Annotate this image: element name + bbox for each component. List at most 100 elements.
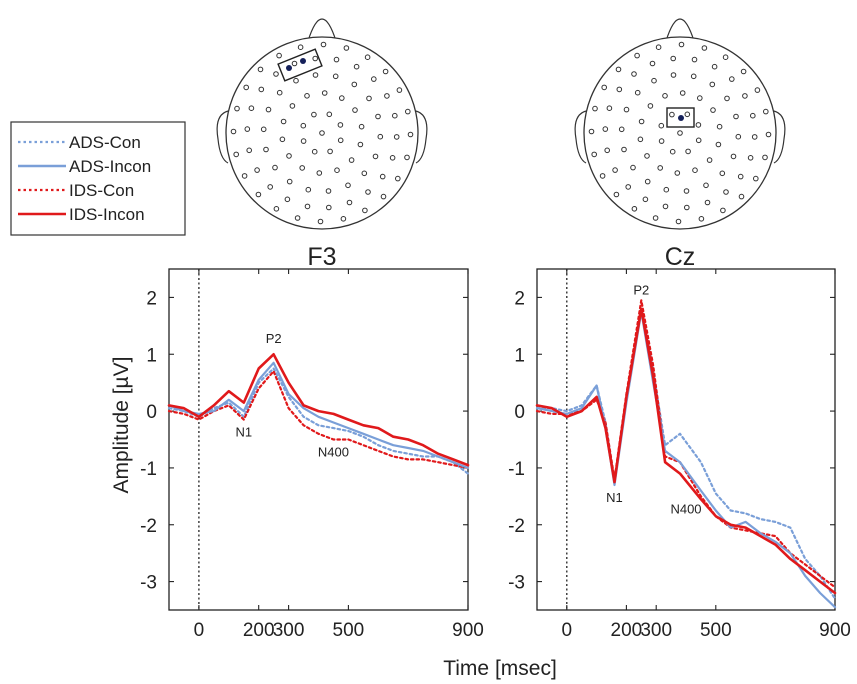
electrode-marker (351, 81, 358, 88)
electrode-marker (716, 123, 723, 130)
electrode-marker (340, 216, 347, 222)
x-tick-label: 500 (700, 620, 732, 641)
electrode-marker (396, 87, 403, 93)
electrode-marker (325, 188, 332, 194)
series-line-ids-incon (167, 352, 470, 467)
electrode-marker (669, 111, 675, 118)
electrode-marker (711, 63, 718, 70)
electrode-marker (366, 95, 372, 102)
electrode-marker (365, 189, 371, 195)
electrode-marker (361, 170, 368, 177)
series-line-ids-incon (535, 307, 837, 595)
electrode-marker (284, 196, 291, 203)
electrode-marker (724, 95, 730, 102)
electrode-marker (730, 153, 737, 160)
electrode-marker (691, 56, 698, 63)
electrode-marker (637, 136, 644, 143)
electrode-marker (662, 203, 669, 210)
electrode-marker (343, 45, 350, 51)
electrode-marker (312, 72, 319, 78)
electrode-marker (333, 56, 340, 63)
electrode-marker (613, 191, 620, 198)
electrode-marker (592, 105, 598, 112)
y-tick-label: -3 (508, 573, 525, 594)
selected-electrode (678, 115, 684, 121)
x-tick-label: 900 (819, 620, 851, 641)
panel-title-f3: F3 (307, 243, 336, 271)
electrode-marker (675, 218, 682, 225)
electrode-marker (327, 148, 333, 155)
electrode-marker (652, 215, 659, 221)
electrode-marker (230, 128, 237, 135)
electrode-marker (697, 95, 703, 101)
component-label-n400: N400 (670, 501, 701, 516)
y-tick-label: 0 (146, 402, 157, 423)
y-tick-label: 2 (514, 288, 525, 309)
electrode-marker (334, 167, 340, 173)
electrode-marker (618, 126, 625, 133)
electrode-marker (320, 41, 327, 48)
legend-label: IDS-Con (69, 181, 134, 200)
electrode-marker (615, 66, 622, 73)
electrode-marker (304, 203, 311, 210)
electrode-marker (655, 44, 662, 51)
electrode-marker (720, 207, 726, 214)
electrode-marker (679, 90, 686, 96)
component-label-p2: P2 (266, 331, 282, 346)
electrode-marker (248, 105, 255, 111)
electrode-marker (742, 93, 748, 99)
legend-label: IDS-Incon (69, 205, 145, 224)
electrode-marker (384, 93, 390, 99)
electrode-marker (263, 146, 269, 153)
electrode-marker (364, 54, 371, 61)
electrode-marker (326, 204, 332, 211)
electrode-marker (276, 52, 282, 59)
x-tick-label: 0 (562, 620, 573, 641)
electrode-marker (289, 103, 296, 109)
electrode-marker (719, 170, 726, 177)
electrode-marker (695, 122, 702, 128)
x-axis-label: Time [msec] (443, 657, 557, 680)
series-line-ads-incon (535, 310, 837, 609)
electrode-marker (372, 153, 379, 160)
electrode-marker (685, 148, 691, 155)
electrode-marker (674, 170, 681, 176)
electrode-marker (339, 95, 345, 101)
electrode-marker (698, 216, 705, 222)
right-ear-outline (773, 110, 786, 164)
electrode-marker (606, 105, 613, 111)
legend-label: ADS-Con (69, 133, 141, 152)
y-tick-label: 0 (514, 402, 525, 423)
x-tick-label: 200 (243, 620, 275, 641)
electrode-marker (304, 93, 310, 99)
electrode-selection-box (277, 48, 323, 82)
electrode-marker (738, 193, 745, 200)
electrode-marker (747, 155, 754, 161)
electrode-marker (763, 108, 769, 115)
electrode-marker (670, 72, 677, 78)
electrode-marker (642, 196, 649, 203)
x-tick-label: 300 (273, 620, 305, 641)
electrode-marker (729, 76, 735, 82)
y-tick-label: -2 (140, 516, 157, 537)
electrode-marker (276, 89, 283, 96)
panel-title-cz: Cz (665, 243, 696, 271)
electrode-selection-box (666, 107, 695, 128)
electrode-marker (375, 113, 381, 120)
nose-outline (665, 18, 695, 42)
right-ear-outline (415, 110, 428, 164)
y-tick-label: -1 (140, 459, 157, 480)
electrode-marker (740, 68, 747, 75)
electrode-marker (255, 191, 262, 198)
electrode-marker (233, 151, 239, 158)
y-axis-label: Amplitude [µV] (110, 357, 133, 494)
electrode-marker (272, 164, 278, 171)
series-line-ads-con (167, 367, 470, 475)
component-label-n1: N1 (606, 490, 623, 505)
electrode-marker (678, 41, 685, 48)
electrode-marker (657, 165, 664, 171)
electrode-marker (623, 106, 630, 113)
plot-frame (168, 268, 469, 611)
